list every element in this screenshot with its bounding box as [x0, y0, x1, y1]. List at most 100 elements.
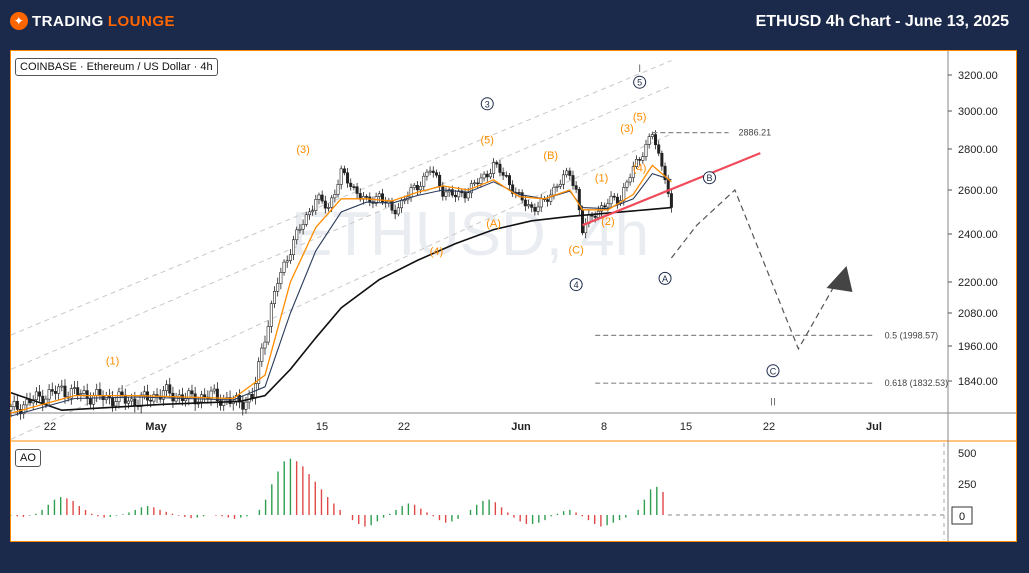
candle-body [333, 194, 337, 199]
candle-body [126, 400, 130, 404]
candle-body [307, 211, 311, 216]
projection-path [670, 188, 853, 351]
wave-circle-8 [569, 278, 583, 292]
candle-body [552, 186, 556, 196]
wave-label-3: (5) [481, 135, 494, 147]
y-tick-label: 2400.00 [958, 229, 998, 241]
candle-body [50, 389, 54, 392]
wave-circle-17 [703, 171, 716, 185]
candle-body [82, 390, 86, 394]
candle-body [533, 207, 537, 212]
candle-body [200, 394, 204, 403]
x-tick-label: 8 [601, 421, 607, 433]
candle-body [523, 199, 527, 207]
candle-body [241, 401, 245, 410]
wave-label-10: (2) [601, 216, 614, 228]
candle-body [501, 172, 505, 176]
wave-label-5: (A) [486, 218, 501, 230]
candle-body [574, 185, 578, 190]
candle-body [279, 272, 283, 284]
wave-label-16: A [662, 274, 668, 284]
candle-body [638, 159, 642, 161]
candle-body [431, 170, 435, 173]
candle-body [546, 199, 550, 202]
candle-body [276, 283, 280, 292]
candle-body [69, 388, 73, 399]
ao-label[interactable]: AO [15, 449, 41, 467]
candle-body [212, 388, 216, 392]
wave-label-18: C [770, 366, 777, 376]
candle-body [323, 200, 327, 209]
candle-body [593, 215, 597, 218]
x-tick-label: 15 [680, 421, 692, 433]
candle-body [228, 397, 232, 404]
candle-body [660, 152, 664, 167]
candle-body [419, 186, 423, 191]
candle-body [644, 144, 648, 157]
symbol-label[interactable]: COINBASE · Ethereum / US Dollar · 4h [15, 58, 218, 76]
candle-body [476, 182, 480, 185]
candle-body [485, 173, 489, 178]
candle-body [111, 397, 115, 407]
candle-body [15, 401, 19, 410]
y-tick-label: 2800.00 [958, 144, 998, 156]
candle-body [139, 394, 143, 407]
wave-label-7: (C) [569, 245, 584, 257]
candle-body [53, 391, 57, 394]
candle-body [511, 184, 515, 194]
wave-label-2: (4) [430, 246, 443, 258]
candle-body [422, 175, 426, 187]
candle-body [47, 389, 51, 400]
wave-label-15: I [638, 63, 641, 75]
wave-label-4: 3 [485, 99, 490, 109]
candle-body [85, 390, 89, 399]
price-axis[interactable]: 3200.00 3000.00 2800.00 2600.00 2400.00 2200.… [948, 70, 998, 388]
candle-body [346, 172, 350, 184]
candle-body [190, 390, 194, 395]
candle-body [117, 391, 121, 402]
candle-body [92, 395, 96, 405]
candle-body [247, 394, 251, 403]
candle-body [250, 394, 254, 399]
chart-frame [10, 50, 1017, 542]
wave-label-11: (3) [620, 123, 633, 135]
candle-body [282, 261, 286, 273]
time-axis[interactable]: 22 May 8 15 22 Jun 8 15 22 Jul [44, 421, 882, 433]
candle-body [219, 400, 223, 406]
candle-body [444, 191, 448, 197]
wave-circle-18 [766, 364, 780, 378]
x-tick-label: Jul [866, 421, 882, 433]
y-tick-label: 2200.00 [958, 277, 998, 289]
candle-body [568, 170, 572, 176]
candle-body [396, 207, 400, 215]
candle-body [130, 398, 134, 402]
candle-body [161, 390, 165, 400]
candle-body [63, 385, 67, 398]
channel-line-0 [10, 60, 672, 336]
candle-body [409, 187, 413, 198]
candle-body [25, 399, 29, 406]
price-grid [11, 51, 1016, 541]
candle-body [482, 173, 486, 179]
candle-body [434, 172, 438, 176]
candle-body [34, 391, 38, 401]
candle-body [498, 163, 502, 173]
candle-body [203, 394, 207, 398]
candle-body [260, 347, 264, 362]
brand-logo[interactable]: ✦ TRADING LOUNGE [10, 12, 175, 30]
candle-body [342, 168, 346, 174]
wave-label-8: 4 [574, 280, 579, 290]
candle-body [441, 186, 445, 197]
moving-averages [10, 152, 761, 417]
candle-body [269, 303, 273, 327]
wave-label-13: (5) [633, 112, 646, 124]
wave-circle-14 [633, 75, 647, 89]
candle-body [561, 174, 565, 185]
wave-label-17: B [706, 173, 712, 183]
watermark-text: ETHUSD, 4h [291, 200, 649, 269]
ao-axis[interactable]: 500 250 0 [951, 448, 976, 525]
wave-label-1: (3) [296, 144, 309, 156]
x-tick-label: 8 [236, 421, 242, 433]
x-tick-label: May [145, 421, 167, 433]
